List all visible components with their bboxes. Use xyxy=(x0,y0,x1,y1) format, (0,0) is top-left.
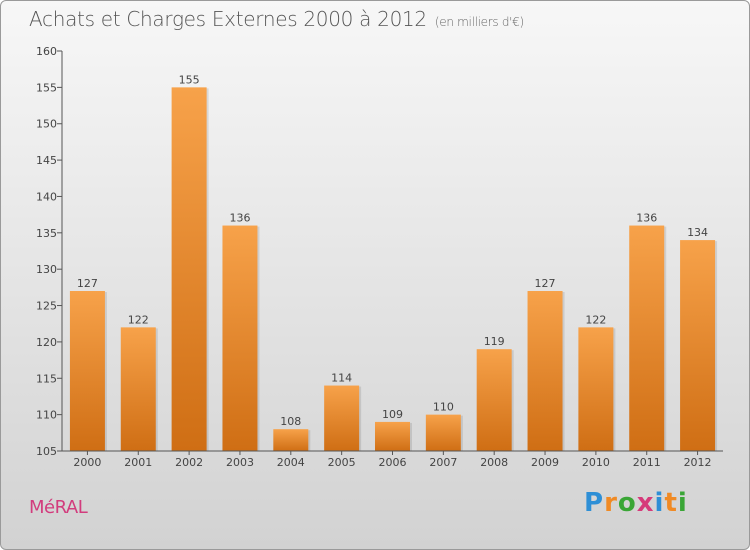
bar-2005 xyxy=(324,385,360,451)
bar-value-label: 136 xyxy=(636,212,657,225)
y-tick-label: 135 xyxy=(36,227,57,240)
bar-value-label: 122 xyxy=(585,313,606,326)
bar-value-label: 109 xyxy=(382,408,403,421)
bar-2008 xyxy=(476,349,512,451)
bar-value-label: 155 xyxy=(179,73,200,86)
bar-2006 xyxy=(375,421,410,451)
y-tick-label: 115 xyxy=(36,372,57,385)
x-tick-label: 2000 xyxy=(73,456,101,469)
bar-2011 xyxy=(629,225,665,451)
bar-value-label: 119 xyxy=(484,335,505,348)
bar-value-label: 127 xyxy=(77,277,98,290)
bar-2012 xyxy=(680,240,716,451)
x-tick-label: 2002 xyxy=(175,456,203,469)
logo-letter: x xyxy=(636,488,655,518)
city-name: MéRAL xyxy=(29,497,88,518)
logo-letter: r xyxy=(604,488,618,518)
y-tick-label: 130 xyxy=(36,263,57,276)
y-tick-label: 160 xyxy=(36,45,57,58)
logo-letter: i xyxy=(677,488,688,518)
bar-value-label: 134 xyxy=(687,226,708,239)
bar-2010 xyxy=(578,327,614,451)
y-tick-label: 150 xyxy=(36,118,57,131)
y-tick-label: 155 xyxy=(36,81,57,94)
x-tick-label: 2010 xyxy=(582,456,610,469)
bar-2007 xyxy=(425,414,461,451)
x-axis: 2000 2001 2002 2003 2004 2005 2006 2007 2008 2009… xyxy=(62,450,723,469)
chart-unit: (en milliers d'€) xyxy=(434,15,524,29)
x-tick-label: 2011 xyxy=(633,456,661,469)
bar-2001 xyxy=(120,327,156,451)
bar-2002 xyxy=(171,87,207,451)
logo-letter: i xyxy=(654,488,665,518)
chart-title-text: Achats et Charges Externes 2000 à 2012 xyxy=(29,7,427,31)
x-tick-label: 2006 xyxy=(379,456,407,469)
y-tick-label: 105 xyxy=(36,445,57,458)
bar-2000 xyxy=(69,291,105,451)
chart-title: Achats et Charges Externes 2000 à 2012 (e… xyxy=(29,7,524,31)
logo-letter: P xyxy=(584,488,605,518)
y-tick-label: 140 xyxy=(36,190,57,203)
logo-letter: t xyxy=(664,488,678,518)
bar-value-label: 114 xyxy=(331,372,352,385)
x-tick-label: 2004 xyxy=(277,456,305,469)
y-tick-label: 145 xyxy=(36,154,57,167)
y-tick-label: 120 xyxy=(36,336,57,349)
bars: 127 122 155 136 108 114 109 110 119 127 122 136 134 xyxy=(69,73,718,451)
bar-value-label: 110 xyxy=(433,401,454,414)
x-tick-label: 2003 xyxy=(226,456,254,469)
x-tick-label: 2009 xyxy=(531,456,559,469)
x-tick-label: 2005 xyxy=(328,456,356,469)
x-tick-label: 2007 xyxy=(429,456,457,469)
bar-value-label: 108 xyxy=(280,415,301,428)
bar-2003 xyxy=(222,225,258,451)
y-axis: 105 110 115 120 125 130 135 140 145 150 155 160 xyxy=(36,45,63,458)
y-tick-label: 125 xyxy=(36,300,57,313)
x-tick-label: 2001 xyxy=(124,456,152,469)
x-tick-label: 2012 xyxy=(684,456,712,469)
bar-2004 xyxy=(273,429,309,451)
bar-value-label: 127 xyxy=(535,277,556,290)
x-tick-label: 2008 xyxy=(480,456,508,469)
proxiti-logo: Proxiti xyxy=(584,488,688,518)
bar-2009 xyxy=(527,291,563,451)
bar-value-label: 136 xyxy=(229,212,250,225)
y-tick-label: 110 xyxy=(36,409,57,422)
logo-letter: o xyxy=(617,488,637,518)
bar-value-label: 122 xyxy=(128,313,149,326)
